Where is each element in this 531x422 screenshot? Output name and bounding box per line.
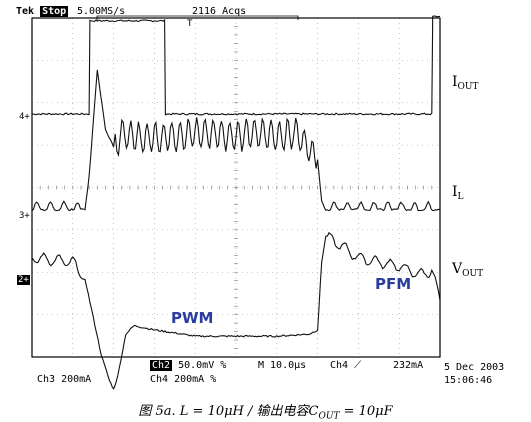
- ch3-readout: Ch3 200mA: [37, 374, 92, 385]
- trace-vout: [31, 231, 441, 390]
- trace-iout: [31, 15, 441, 116]
- trigger-readout: Ch4 ⟋: [330, 360, 362, 371]
- capture-date: 5 Dec 2003: [444, 362, 505, 373]
- il-label: IL: [452, 184, 464, 202]
- capture-time: 15:06:46: [444, 375, 493, 386]
- iout-label: IOUT: [452, 74, 479, 92]
- sample-rate: 5.00MS/s: [77, 6, 126, 17]
- scope-status: Tek Stop: [16, 6, 69, 18]
- timebase-readout: M 10.0μs: [258, 360, 307, 371]
- vout-label: VOUT: [452, 261, 484, 279]
- stop-badge: Stop: [40, 6, 69, 17]
- traces: [31, 15, 441, 390]
- trigger-position-marker: T: [187, 19, 193, 29]
- trigger-level: 232mA: [393, 360, 424, 371]
- brand-label: Tek: [16, 6, 35, 17]
- figure-caption: 图 5a. L = 10μH / 输出电容COUT = 10μF: [138, 404, 393, 422]
- pfm-annotation: PFM: [375, 275, 412, 293]
- ch4-readout: Ch4 200mA %: [150, 374, 217, 385]
- screen-border: [31, 17, 441, 358]
- ch2-ground-marker: 2+: [17, 275, 30, 285]
- record-bracket: [96, 15, 299, 20]
- ch2-readout: Ch2 50.0mV %: [150, 360, 227, 371]
- ch4-ground-marker: 4+: [19, 112, 30, 122]
- acquisition-count: 2116 Acqs: [192, 6, 247, 17]
- ch3-ground-marker: 3+: [19, 211, 30, 221]
- graticule: [31, 17, 441, 358]
- pwm-annotation: PWM: [171, 309, 214, 327]
- trace-il: [31, 69, 441, 212]
- screen-frame: [31, 15, 441, 358]
